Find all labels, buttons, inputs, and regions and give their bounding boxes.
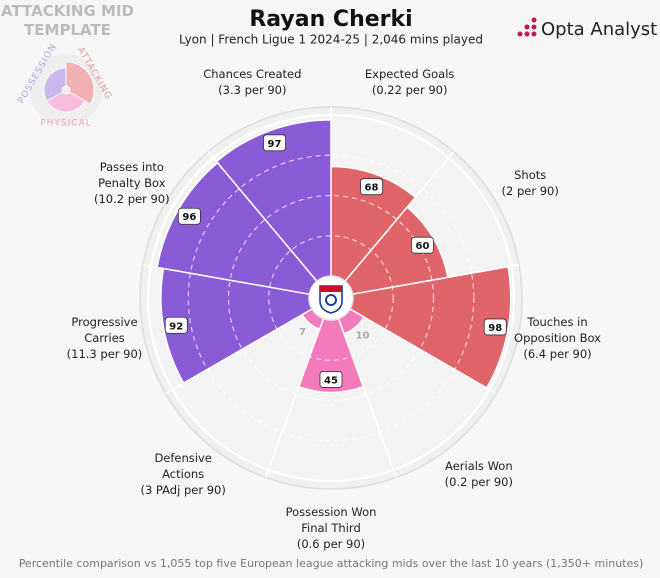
- value-label-box: [164, 316, 188, 334]
- category-label-wrap: Progressive Carries (11.3 per 90): [44, 298, 164, 378]
- template-title-box: ATTACKING MID TEMPLATE: [1, 2, 134, 39]
- value-label-box: [483, 318, 507, 336]
- category-label-wrap: Possession Won Final Third (0.6 per 90): [271, 488, 391, 568]
- value-label-box: [263, 134, 286, 152]
- value-label: 10: [356, 331, 370, 342]
- category-label-wrap: Passes into Penalty Box (10.2 per 90): [72, 143, 192, 223]
- chart-title: Rayan Cherki: [249, 7, 412, 32]
- value-label-box: [360, 178, 383, 196]
- category-label-wrap: Chances Created (3.3 per 90): [192, 42, 312, 122]
- category-label: Defensive Actions: [154, 451, 212, 482]
- club-badge-mark: [325, 294, 337, 306]
- category-label-box: Passes into Penalty Box (10.2 per 90): [72, 143, 192, 223]
- category-label: Possession Won Final Third: [285, 505, 377, 535]
- value-label: 97: [268, 139, 282, 150]
- value-label: 92: [169, 321, 183, 332]
- category-label-box: Progressive Carries(11.3 per 90): [44, 298, 164, 378]
- template-sector: [46, 91, 86, 113]
- ring: [227, 194, 435, 402]
- category-label: Expected Goals: [364, 66, 455, 81]
- value-label: 60: [415, 241, 429, 252]
- category-label: Touches in Opposition Box: [514, 314, 601, 345]
- category-label-wrap: Touches in Opposition Box (6.4 per 90): [498, 298, 618, 378]
- club-badge: [319, 285, 343, 314]
- category-label: Shots: [514, 168, 547, 182]
- footnote: Percentile comparison vs 1,055 top five …: [19, 557, 644, 570]
- category-label-box: Defensive Actions(3 PAdj per 90): [123, 434, 243, 514]
- ring: [268, 235, 394, 361]
- category-stat: (0.6 per 90): [296, 537, 366, 551]
- category-label: Aerials Won: [445, 459, 513, 474]
- category-stat: (0.2 per 90): [444, 475, 513, 490]
- brand-logo: Opta Analyst: [517, 17, 657, 40]
- category-label-box: Touches in Opposition Box(6.4 per 90): [498, 298, 618, 378]
- value-label: 98: [488, 323, 502, 334]
- category-label-box: Expected Goals(0.22 per 90): [350, 42, 470, 122]
- value-label: 7: [299, 327, 306, 338]
- category-label: Progressive Carries: [71, 314, 138, 345]
- category-label: Chances Created: [203, 66, 302, 81]
- template-sector: [65, 61, 95, 105]
- category-label-wrap: Shots (2 per 90): [470, 143, 590, 223]
- category-stat: (11.3 per 90): [66, 346, 143, 361]
- category-label-wrap: Aerials Won (0.2 per 90): [419, 434, 539, 514]
- chart-subtitle: Lyon | French Ligue 1 2024-25 | 2,046 mi…: [179, 33, 483, 47]
- value-label-box: [177, 207, 201, 225]
- brand-name: Opta Analyst: [541, 19, 657, 40]
- category-stat: (0.22 per 90): [371, 82, 448, 97]
- value-label-box: [319, 371, 343, 388]
- category-label: Passes into Penalty Box: [98, 160, 166, 190]
- category-stat: (3.3 per 90): [218, 82, 287, 97]
- category-stat: (3 PAdj per 90): [140, 483, 226, 498]
- template-group-label: PHYSICAL: [40, 119, 92, 129]
- category-stat: (10.2 per 90): [93, 192, 170, 206]
- category-label-box: Possession Won Final Third (0.6 per 90): [271, 488, 391, 568]
- ring: [187, 154, 475, 442]
- category-label-wrap: Expected Goals (0.22 per 90): [350, 42, 470, 122]
- category-label-box: Shots (2 per 90): [470, 143, 590, 223]
- category-label-wrap: Defensive Actions (3 PAdj per 90): [123, 434, 243, 514]
- value-label-box: [411, 236, 434, 254]
- value-label: 68: [365, 183, 379, 194]
- category-label-box: Chances Created(3.3 per 90): [192, 42, 312, 122]
- category-stat: (2 per 90): [501, 184, 559, 198]
- category-label-box: Aerials Won(0.2 per 90): [419, 434, 539, 514]
- value-label: 96: [182, 212, 196, 223]
- template-title: ATTACKING MID TEMPLATE: [1, 2, 134, 39]
- category-stat: (6.4 per 90): [523, 346, 592, 361]
- value-label: 45: [324, 375, 338, 386]
- club-badge-band: [320, 286, 342, 292]
